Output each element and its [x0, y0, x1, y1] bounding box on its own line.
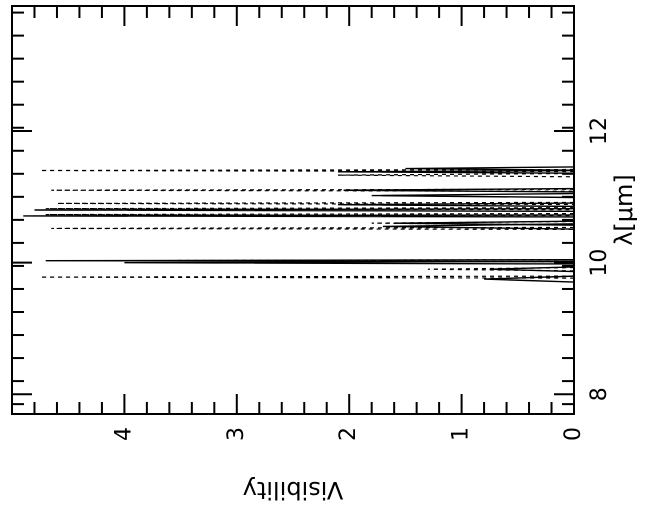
spike-dashed	[45, 207, 575, 211]
y-tick-label: 3	[224, 427, 249, 441]
y-tick-label: 2	[336, 427, 361, 441]
plot-frame	[11, 5, 575, 415]
y-tick-label: 4	[111, 427, 136, 441]
spike-solid	[337, 169, 575, 174]
x-tick-label: 10	[587, 249, 612, 277]
x-tick-label: 12	[587, 117, 612, 145]
spike-solid	[23, 214, 575, 218]
spike-solid	[337, 202, 575, 208]
spike-dashed	[337, 172, 575, 178]
spike-dashed	[427, 266, 575, 272]
series-dashed	[40, 168, 575, 279]
series-layer	[23, 166, 575, 283]
spike-dashed	[40, 168, 575, 173]
y-tick-label: 1	[449, 427, 474, 441]
spike-dashed	[45, 213, 575, 217]
spike-dashed	[371, 220, 575, 226]
spike-dashed	[40, 275, 575, 279]
y-tick-label: 0	[561, 427, 586, 441]
spike-dashed	[113, 259, 575, 263]
spike-dashed	[51, 188, 575, 192]
x-tick-label: 8	[587, 387, 612, 401]
spike-dashed	[51, 226, 575, 231]
spike-solid	[371, 192, 575, 199]
spike-solid	[34, 207, 575, 213]
x-axis-title: λ[μm]	[610, 174, 638, 246]
spike-solid	[484, 275, 575, 283]
y-axis-title: Visibility	[243, 476, 344, 504]
